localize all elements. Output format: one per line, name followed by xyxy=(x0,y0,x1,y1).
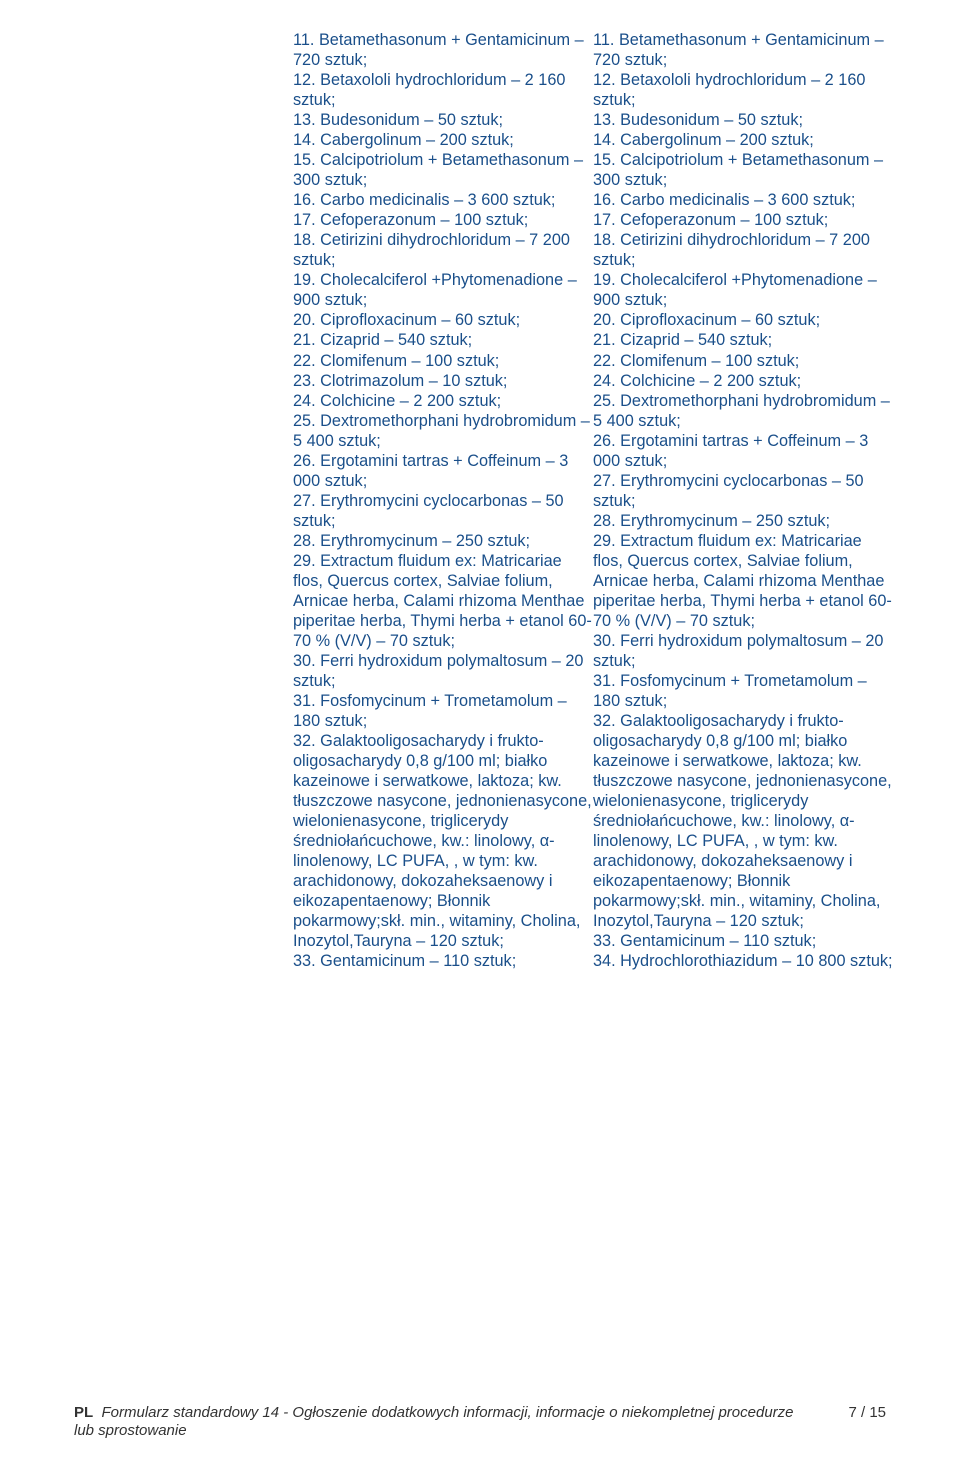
document-page: 11. Betamethasonum + Gentamicinum – 720 … xyxy=(0,0,960,1473)
two-column-content: 11. Betamethasonum + Gentamicinum – 720 … xyxy=(293,30,893,971)
footer-form-title: Formularz standardowy 14 - Ogłoszenie do… xyxy=(74,1404,794,1440)
footer-country-code: PL xyxy=(74,1404,93,1421)
footer-page-number: 7 / 15 xyxy=(848,1404,886,1421)
footer-title: PL Formularz standardowy 14 - Ogłoszenie… xyxy=(74,1404,794,1442)
left-column-text: 11. Betamethasonum + Gentamicinum – 720 … xyxy=(293,30,593,971)
right-column-text: 11. Betamethasonum + Gentamicinum – 720 … xyxy=(593,30,893,971)
page-footer: PL Formularz standardowy 14 - Ogłoszenie… xyxy=(74,1404,886,1442)
